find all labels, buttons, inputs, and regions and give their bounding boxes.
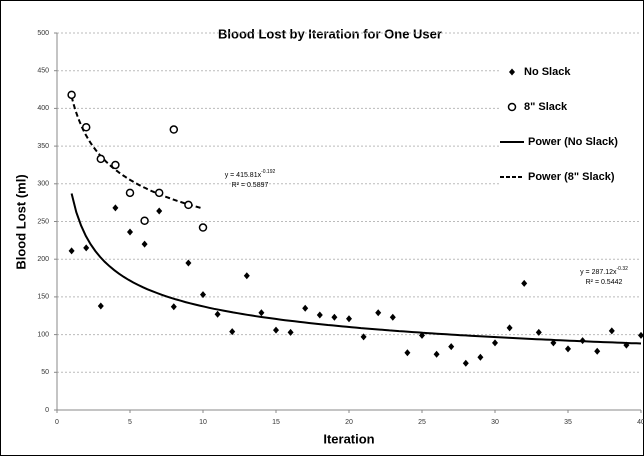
x-tick-label: 30 (491, 419, 499, 426)
x-tick-label: 40 (637, 419, 644, 426)
equation-text: y = 287.12x (580, 269, 617, 276)
x-tick-label: 35 (564, 419, 572, 426)
equation-exponent: -0.192 (261, 169, 275, 175)
diamond-point (477, 353, 484, 361)
trend-r2: R² = 0.5442 (586, 279, 623, 286)
legend-label: 8" Slack (524, 101, 568, 113)
x-tick-label: 15 (272, 419, 280, 426)
diamond-point (419, 331, 425, 339)
diamond-point (200, 291, 206, 299)
legend-background (500, 55, 640, 195)
legend-label: Power (No Slack) (528, 136, 618, 148)
diamond-point (608, 327, 615, 335)
diamond-point (273, 326, 279, 334)
x-tick-label: 25 (418, 419, 426, 426)
y-tick-label: 450 (37, 68, 49, 75)
circle-point (184, 200, 193, 210)
diamond-point (638, 331, 644, 339)
diamond-point (623, 341, 630, 349)
diamond-point (594, 347, 601, 355)
diamond-point (550, 339, 557, 347)
y-tick-label: 200 (37, 256, 49, 263)
circle-point (96, 154, 106, 164)
diamond-point (535, 328, 542, 336)
diamond-point (156, 207, 163, 215)
y-tick-label: 250 (37, 218, 49, 225)
x-tick-label: 0 (55, 419, 59, 426)
trend-r2: R² = 0.5897 (232, 182, 269, 189)
chart-title: Blood Lost by Iteration for One User (218, 26, 442, 41)
circle-point (111, 160, 120, 170)
x-tick-label: 20 (345, 419, 353, 426)
y-tick-label: 50 (41, 369, 49, 376)
diamond-point (141, 240, 148, 248)
diamond-point (521, 279, 528, 287)
diamond-point (185, 259, 192, 267)
diamond-point (448, 343, 455, 351)
diamond-point (579, 337, 586, 345)
trend-line (70, 96, 204, 210)
diamond-point (112, 204, 119, 212)
diamond-point (229, 328, 236, 336)
trend-line (70, 193, 642, 345)
circle-point (125, 188, 135, 198)
circle-point (140, 216, 149, 225)
y-tick-label: 400 (37, 105, 49, 112)
diamond-point (316, 311, 323, 319)
circle-point (81, 123, 91, 132)
diamond-point (127, 228, 133, 236)
equation-text: y = 415.81x (225, 172, 262, 179)
circle-point (507, 102, 517, 112)
trend-equation: y = 415.81x-0.192 (225, 169, 276, 179)
circle-point (169, 125, 179, 134)
diamond-point (258, 309, 265, 317)
y-tick-label: 100 (37, 331, 49, 338)
y-tick-label: 300 (37, 181, 49, 188)
diamond-point (83, 244, 90, 252)
diamond-point (433, 350, 440, 358)
diamond-point (302, 304, 309, 312)
x-axis-label: Iteration (323, 431, 374, 446)
equation-exponent: -0.32 (616, 266, 628, 272)
diamond-point (404, 349, 411, 357)
circle-point (198, 223, 208, 232)
diamond-point (346, 315, 352, 323)
x-tick-label: 10 (199, 419, 207, 426)
diamond-point (492, 339, 498, 347)
diamond-point (331, 313, 338, 321)
diamond-point (360, 333, 367, 341)
diamond-point (375, 309, 382, 317)
diamond-point (389, 313, 396, 321)
legend-label: Power (8" Slack) (528, 171, 615, 183)
diamond-point (243, 272, 250, 280)
diamond-point (214, 310, 221, 318)
trend-equation: y = 287.12x-0.32 (580, 266, 628, 276)
y-tick-label: 500 (37, 30, 49, 37)
diamond-point (509, 68, 515, 76)
diamond-point (462, 359, 469, 367)
y-tick-label: 350 (37, 143, 49, 150)
diamond-point (97, 302, 104, 310)
diamond-point (170, 303, 177, 311)
x-tick-label: 5 (128, 419, 132, 426)
diamond-point (565, 345, 571, 353)
diamond-point (506, 324, 513, 332)
y-axis-label: Blood Lost (ml) (13, 174, 28, 269)
circle-point (154, 188, 164, 198)
circle-point (67, 90, 76, 100)
y-tick-label: 0 (45, 407, 49, 414)
y-tick-label: 150 (37, 294, 49, 301)
legend-label: No Slack (524, 66, 571, 78)
diamond-point (68, 247, 75, 255)
diamond-point (287, 328, 294, 336)
